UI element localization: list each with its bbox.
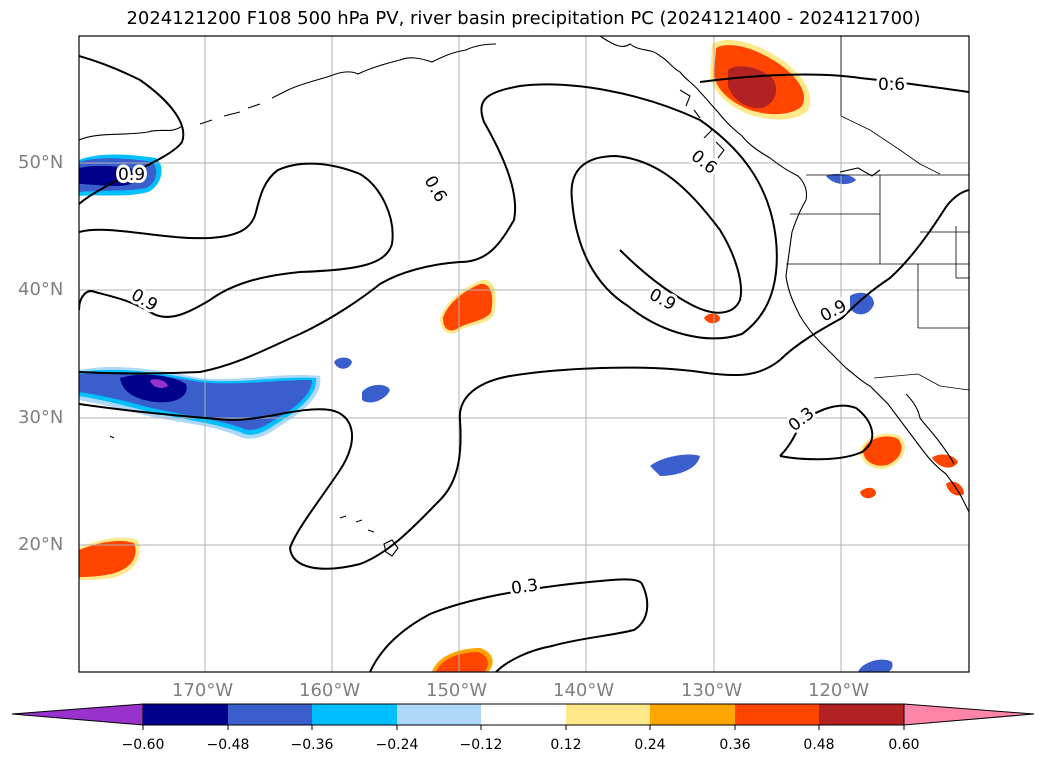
contour-label: 0.3 — [510, 575, 540, 599]
precip-area-small-38n-blue — [850, 292, 874, 315]
colorbar-segment — [228, 704, 312, 725]
colorbar-segment — [566, 704, 650, 725]
colorbar-tick-label: 0.12 — [550, 737, 582, 753]
precip-area-mexico-1 — [932, 454, 958, 468]
colorbar-extend-max — [903, 703, 1035, 726]
colorbar-tick-label: 0.36 — [719, 737, 751, 753]
colorbar-segment — [650, 704, 735, 725]
colorbar-segment — [735, 704, 819, 725]
map-frame — [78, 35, 970, 673]
precip-area-small-130w — [704, 313, 720, 324]
contour-label: 0.6 — [878, 75, 905, 95]
lat-label-40n: 40°N — [18, 279, 64, 300]
precip-area-mexico-2 — [946, 481, 964, 496]
precipitation-negative-areas — [79, 154, 893, 672]
precip-area-small-31n — [362, 384, 390, 403]
colorbar-tick-label: −0.24 — [375, 737, 419, 753]
lon-label-160w: 160°W — [299, 680, 361, 701]
colorbar-tick-label: −0.48 — [206, 737, 250, 753]
colorbar-segment — [819, 704, 904, 725]
pv-contours — [79, 55, 969, 672]
lat-label-30n: 30°N — [18, 407, 64, 428]
precip-area-west-20n — [79, 537, 140, 580]
lon-label-150w: 150°W — [426, 680, 488, 701]
precip-area-small-south-blue — [858, 659, 893, 672]
colorbar-segment — [481, 704, 566, 725]
lat-label-20n: 20°N — [18, 534, 64, 555]
precip-area-small-25n — [860, 487, 876, 499]
precip-area-small-34n — [334, 357, 352, 369]
lon-label-120w: 120°W — [808, 680, 870, 701]
colorbar-tick-label: −0.12 — [459, 737, 503, 753]
precip-area-west-32n — [79, 367, 321, 439]
political-borders — [786, 36, 969, 391]
colorbar — [11, 703, 1035, 730]
map-plot-area: 0.6 0.6 0.6 0.9 0.9 0.9 0.9 0.3 0.3 — [79, 36, 969, 672]
colorbar-tick-label: 0.24 — [634, 737, 666, 753]
precip-area-south-150w — [432, 648, 493, 672]
contour-label: 0.9 — [118, 165, 145, 185]
precip-area-small-25n-blue — [650, 454, 700, 476]
colorbar-segment — [397, 704, 481, 725]
precip-area-mid-pacific — [440, 279, 496, 334]
lon-label-170w: 170°W — [172, 680, 234, 701]
precip-area-bc-coast — [710, 40, 811, 120]
map-title: 2024121200 F108 500 hPa PV, river basin … — [126, 8, 921, 29]
lat-label-50n: 50°N — [18, 152, 64, 173]
colorbar-segment — [312, 704, 397, 725]
colorbar-tick-label: 0.48 — [803, 737, 835, 753]
colorbar-segment — [143, 704, 228, 725]
colorbar-tick-label: −0.60 — [121, 737, 165, 753]
colorbar-extend-min — [11, 703, 144, 726]
lon-label-140w: 140°W — [553, 680, 615, 701]
coastlines — [79, 36, 969, 557]
lon-label-130w: 130°W — [681, 680, 743, 701]
colorbar-tick-label: 0.60 — [888, 737, 920, 753]
colorbar-tick-label: −0.36 — [290, 737, 334, 753]
precip-area-west-48n — [79, 154, 162, 196]
